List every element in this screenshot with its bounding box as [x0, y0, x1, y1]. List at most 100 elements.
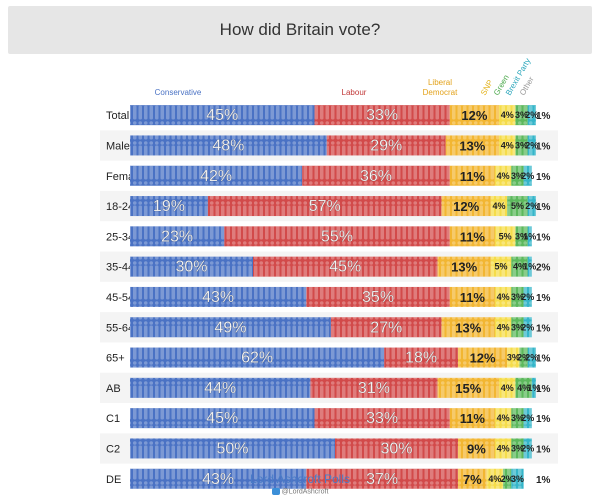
category-label: DE — [106, 474, 121, 486]
value-label-conservative: 45% — [206, 410, 238, 427]
category-label: 65+ — [106, 353, 125, 365]
value-label-other: 1% — [536, 293, 551, 304]
bar-texture — [494, 317, 512, 338]
bar-texture — [527, 226, 532, 247]
bar-texture — [527, 347, 536, 368]
category-label: 18-24 — [106, 201, 134, 213]
bar-texture — [486, 468, 504, 489]
bar-texture — [531, 377, 536, 398]
bar-texture — [207, 196, 442, 217]
bar-texture — [330, 317, 442, 338]
bar-texture — [130, 438, 335, 459]
value-label-brexit-party: 2% — [525, 140, 538, 150]
value-label-liberal-democrat: 12% — [453, 199, 479, 214]
value-label-green: 3% — [511, 443, 524, 453]
value-label-liberal-democrat: 11% — [460, 229, 486, 244]
category-label: AB — [106, 383, 121, 395]
bar-texture — [515, 226, 528, 247]
value-label-green: 3% — [511, 171, 524, 181]
value-label-green: 2% — [501, 474, 514, 484]
bar-texture — [130, 105, 315, 126]
value-label-snp: 4% — [497, 443, 510, 453]
value-label-brexit-party: 2% — [521, 443, 534, 453]
bar-texture — [306, 468, 458, 489]
value-label-other: 1% — [536, 172, 551, 183]
legend-libdem-line1: Liberal — [428, 78, 452, 87]
value-label-liberal-democrat: 13% — [459, 138, 485, 153]
bar-texture — [494, 408, 512, 429]
bar-texture — [494, 438, 512, 459]
value-label-conservative: 23% — [161, 228, 193, 245]
value-label-brexit-party: 1% — [523, 231, 536, 241]
bar-texture — [527, 105, 536, 126]
value-label-liberal-democrat: 9% — [467, 441, 486, 456]
value-label-conservative: 19% — [153, 198, 185, 215]
bar-texture — [130, 347, 385, 368]
title-bar: How did Britain vote? — [8, 6, 592, 54]
value-label-snp: 4% — [497, 413, 510, 423]
value-label-green: 3% — [515, 140, 528, 150]
value-label-green: 2% — [517, 353, 530, 363]
bar-texture — [224, 226, 450, 247]
value-label-snp: 4% — [501, 140, 514, 150]
value-label-brexit-party: 2% — [521, 292, 534, 302]
bar-texture — [494, 286, 512, 307]
category-label: 45-54 — [106, 292, 134, 304]
bar-texture — [515, 377, 532, 398]
bar-texture — [449, 105, 499, 126]
value-label-other: 1% — [536, 384, 551, 395]
value-label-labour: 35% — [362, 289, 394, 306]
bar-texture — [449, 226, 495, 247]
bar-texture — [511, 256, 528, 277]
value-label-conservative: 42% — [200, 168, 232, 185]
value-label-brexit-party: 1% — [527, 383, 540, 393]
value-label-liberal-democrat: 13% — [451, 260, 477, 275]
bar-texture — [130, 196, 208, 217]
bar-texture — [253, 256, 438, 277]
value-label-snp: 5% — [499, 231, 512, 241]
value-label-snp: 4% — [497, 171, 510, 181]
bar-texture — [490, 256, 512, 277]
bar-texture — [527, 196, 536, 217]
value-label-labour: 45% — [329, 259, 361, 276]
value-label-liberal-democrat: 13% — [455, 320, 481, 335]
value-label-green: 3% — [515, 110, 528, 120]
value-label-snp: 4% — [488, 474, 501, 484]
value-label-labour: 57% — [309, 198, 341, 215]
value-label-green: 5% — [511, 201, 524, 211]
bar-texture — [503, 468, 512, 489]
bar-texture — [490, 196, 508, 217]
footer-brand: Lord Ashcroft Polls — [249, 472, 351, 486]
bar-texture — [511, 468, 524, 489]
value-label-labour: 33% — [366, 107, 398, 124]
footer-handle: @LordAshcroft — [281, 488, 329, 496]
bar-texture — [326, 135, 446, 156]
value-label-liberal-democrat: 11% — [460, 169, 486, 184]
value-label-other: 1% — [536, 232, 551, 243]
bar-texture — [130, 317, 331, 338]
value-label-labour: 55% — [321, 228, 353, 245]
bar-texture — [458, 438, 495, 459]
value-label-other: 1% — [536, 444, 551, 455]
bar-texture — [515, 105, 528, 126]
bar-texture — [130, 135, 327, 156]
category-label: C2 — [106, 443, 120, 455]
value-label-conservative: 44% — [204, 380, 236, 397]
legend-snp: SNP — [479, 78, 495, 97]
bar-texture — [519, 347, 528, 368]
bar-texture — [523, 438, 532, 459]
value-label-liberal-democrat: 15% — [455, 381, 481, 396]
bar-texture — [458, 468, 487, 489]
bar-texture — [511, 317, 524, 338]
value-label-brexit-party: 2% — [525, 201, 538, 211]
bar-texture — [306, 286, 450, 307]
value-label-brexit-party: 3% — [511, 474, 524, 484]
value-label-liberal-democrat: 7% — [463, 472, 482, 487]
value-label-other: 1% — [536, 111, 551, 122]
bar-texture — [302, 165, 450, 186]
bar-texture — [314, 105, 450, 126]
value-label-conservative: 43% — [202, 289, 234, 306]
bar-texture — [458, 347, 508, 368]
value-label-snp: 4% — [501, 110, 514, 120]
